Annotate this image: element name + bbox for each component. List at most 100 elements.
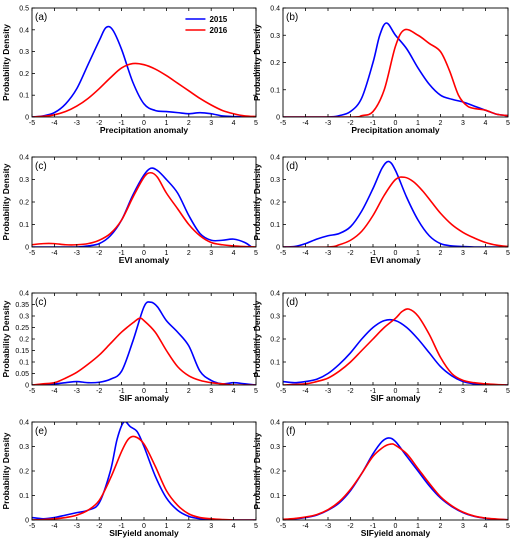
series-line-2015 <box>283 160 508 247</box>
y-tick-label: 0 <box>276 115 280 122</box>
y-tick-label: 0.1 <box>19 222 29 229</box>
y-tick-label: 0.2 <box>19 469 29 476</box>
x-tick-label: -2 <box>347 120 353 127</box>
y-tick-label: 0 <box>25 115 29 122</box>
x-tick-label: -1 <box>118 120 124 127</box>
x-tick-label: 0 <box>142 523 146 530</box>
y-axis-title: Probability Density <box>1 300 11 377</box>
y-tick-label: 0.2 <box>19 71 29 78</box>
y-tick-label: 0.3 <box>19 314 29 321</box>
x-tick-label: -1 <box>370 250 376 257</box>
y-tick-label: 0 <box>25 383 29 390</box>
panel-2: -5 -4 -3 -2 -1 0 1 2 3 4 5 0 0.1 0.2 0.3 0.4 Precipitati… <box>252 6 510 136</box>
y-tick-label: 0.05 <box>15 371 29 378</box>
x-tick-label: 0 <box>142 120 146 127</box>
x-tick-label: 3 <box>461 388 465 395</box>
x-tick-label: -3 <box>74 523 80 530</box>
panel-label: (b) <box>286 12 298 23</box>
y-tick-label: 0.3 <box>270 33 280 40</box>
x-tick-label: 1 <box>164 388 168 395</box>
x-tick-label: 0 <box>394 250 398 257</box>
series-line-2016 <box>283 28 508 117</box>
y-tick-label: 0.2 <box>270 200 280 207</box>
y-axis-title: Probability Density <box>1 163 11 240</box>
x-tick-label: -2 <box>96 120 102 127</box>
series-line-2016 <box>283 176 508 247</box>
y-tick-label: 0.1 <box>270 222 280 229</box>
y-tick-label: 0.3 <box>19 49 29 56</box>
x-tick-label: 0 <box>394 523 398 530</box>
x-tick-label: 4 <box>484 250 488 257</box>
series-line-2016 <box>283 308 508 385</box>
x-tick-label: 2 <box>187 250 191 257</box>
x-tick-label: -5 <box>29 523 35 530</box>
x-tick-label: 3 <box>209 120 213 127</box>
y-tick-label: 0.1 <box>19 360 29 367</box>
x-tick-label: -5 <box>280 523 286 530</box>
x-tick-label: 0 <box>394 388 398 395</box>
axes-box <box>282 292 509 386</box>
x-tick-label: -5 <box>29 388 35 395</box>
x-tick-label: -1 <box>370 523 376 530</box>
x-tick-label: -4 <box>302 388 308 395</box>
panel-label: (e) <box>35 426 47 437</box>
panel-3: -5 -4 -3 -2 -1 0 1 2 3 4 5 0 0.1 0.2 0.3 0.4 EVI anomaly… <box>1 155 258 266</box>
x-tick-label: 5 <box>254 120 258 127</box>
x-tick-label: -4 <box>51 388 57 395</box>
x-tick-label: 4 <box>232 250 236 257</box>
x-tick-label: 0 <box>142 250 146 257</box>
series-line-2016 <box>32 435 256 520</box>
y-tick-label: 0.1 <box>270 87 280 94</box>
x-tick-label: 1 <box>164 250 168 257</box>
x-tick-label: 2 <box>439 523 443 530</box>
x-tick-label: -3 <box>74 388 80 395</box>
x-tick-label: -1 <box>118 523 124 530</box>
x-tick-label: -5 <box>280 250 286 257</box>
y-tick-label: 0.5 <box>19 6 29 13</box>
x-axis-title: SIF anomaly <box>119 393 169 403</box>
x-tick-label: -2 <box>96 523 102 530</box>
x-tick-label: -5 <box>280 388 286 395</box>
x-axis-title: Precipitation anomaly <box>100 125 189 135</box>
panel-1: -5 -4 -3 -2 -1 0 1 2 3 4 5 0 0.1 0.2 0.3 0.4 0.5 Precipit… <box>1 6 258 136</box>
x-tick-label: 4 <box>484 120 488 127</box>
series-line-2016 <box>32 62 256 117</box>
x-tick-label: -5 <box>280 120 286 127</box>
y-tick-label: 0.2 <box>270 337 280 344</box>
x-tick-label: -2 <box>96 250 102 257</box>
x-tick-label: 3 <box>209 250 213 257</box>
y-axis-title: Probability Density <box>252 163 262 240</box>
y-tick-label: 0.2 <box>19 337 29 344</box>
x-tick-label: -4 <box>51 120 57 127</box>
series-line-2016 <box>32 317 256 385</box>
axes-box <box>31 7 257 118</box>
x-axis-title: SIF anomaly <box>370 393 420 403</box>
x-tick-label: 5 <box>254 388 258 395</box>
y-tick-label: 0.3 <box>270 314 280 321</box>
x-tick-label: 5 <box>506 388 510 395</box>
y-tick-label: 0.25 <box>15 325 29 332</box>
y-tick-label: 0.3 <box>19 177 29 184</box>
y-axis-title: Probability Density <box>252 300 262 377</box>
y-tick-label: 0.2 <box>270 60 280 67</box>
series-line-2015 <box>283 437 508 520</box>
y-tick-label: 0.1 <box>19 493 29 500</box>
x-tick-label: -2 <box>347 388 353 395</box>
x-tick-label: 2 <box>439 388 443 395</box>
series-line-2015 <box>32 422 256 520</box>
x-tick-label: 5 <box>254 250 258 257</box>
legend-label-2015: 2015 <box>209 15 227 24</box>
x-tick-label: 5 <box>254 523 258 530</box>
x-axis-title: SIFyield anomaly <box>361 528 431 538</box>
x-tick-label: -5 <box>29 120 35 127</box>
axes-box <box>282 7 509 118</box>
x-tick-label: -3 <box>74 250 80 257</box>
y-tick-label: 0.4 <box>270 155 280 162</box>
y-tick-label: 0.2 <box>19 200 29 207</box>
x-tick-label: 4 <box>484 388 488 395</box>
series-line-2015 <box>32 25 256 117</box>
y-tick-label: 0.2 <box>270 469 280 476</box>
x-axis-title: EVI anomaly <box>370 255 421 265</box>
x-tick-label: 3 <box>461 250 465 257</box>
